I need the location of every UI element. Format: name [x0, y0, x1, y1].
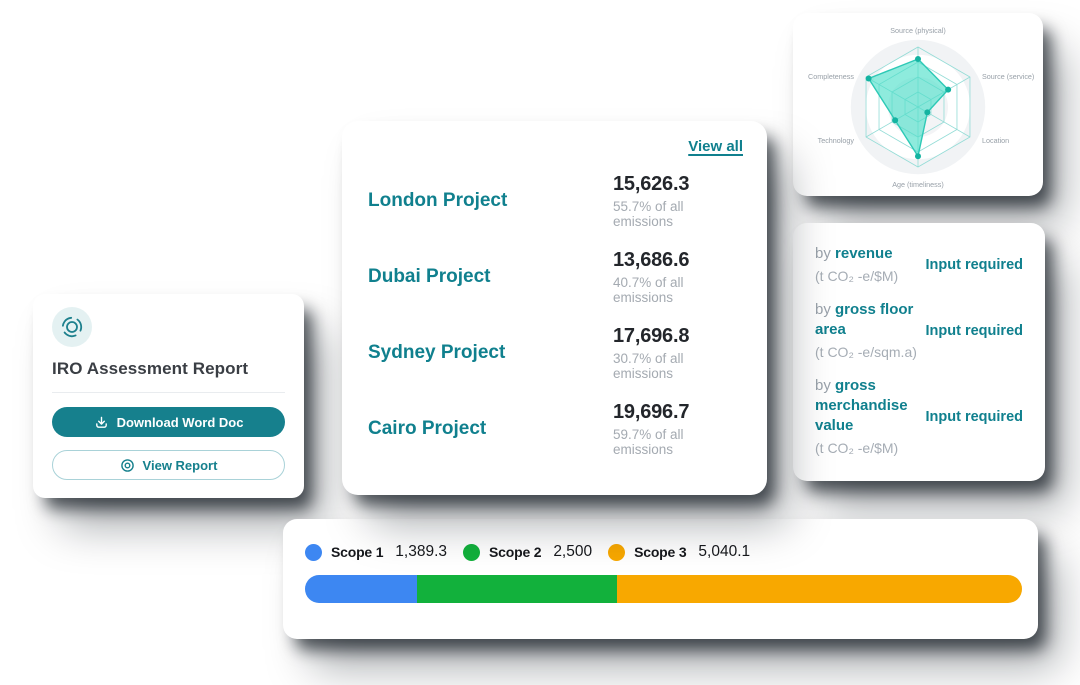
metric-name: by gross merchandise value (t CO₂ -e/$M)	[815, 376, 926, 457]
project-name-link[interactable]: Sydney Project	[368, 342, 506, 363]
iro-report-card: IRO Assessment Report Download Word Doc …	[33, 294, 304, 498]
svg-text:Location: Location	[982, 136, 1009, 145]
svg-text:Age (timeliness): Age (timeliness)	[892, 180, 944, 189]
legend-item-scope-1: Scope 1 1,389.3	[305, 543, 447, 561]
scope-1-value: 1,389.3	[395, 543, 448, 560]
metric-prefix: by	[815, 301, 831, 318]
data-quality-radar-card: Source (physical) Source (service) Locatio…	[793, 13, 1043, 196]
metric-name: by revenue (t CO₂ -e/$M)	[815, 244, 926, 285]
project-metrics: 15,626.3 55.7% of all emissions	[613, 173, 743, 229]
scope-emissions-card: Scope 1 1,389.3 Scope 2 2,500 Scope 3 5,…	[283, 519, 1038, 639]
view-button-label: View Report	[142, 457, 218, 473]
input-required-link[interactable]: Input required	[925, 408, 1023, 425]
svg-text:Source (service): Source (service)	[982, 72, 1034, 81]
scope-3-dot	[608, 543, 626, 561]
projects-list: London Project 15,626.3 55.7% of all emi…	[368, 163, 743, 467]
report-title: IRO Assessment Report	[52, 359, 249, 378]
project-name-link[interactable]: Cairo Project	[368, 418, 487, 439]
metric-unit: (t CO₂ -e/$M)	[815, 268, 899, 284]
scope-1-label: Scope 1	[331, 544, 384, 560]
input-required-link[interactable]: Input required	[925, 256, 1023, 273]
report-icon-bubble	[52, 307, 92, 347]
scope-legend: Scope 1 1,389.3 Scope 2 2,500 Scope 3 5,…	[305, 543, 1022, 561]
download-icon	[95, 416, 107, 428]
intensity-metrics-card: by revenue (t CO₂ -e/$M) Input required …	[793, 223, 1045, 481]
scan-circles-icon	[61, 316, 83, 338]
project-name-link[interactable]: Dubai Project	[368, 266, 491, 287]
svg-text:Source (physical): Source (physical)	[890, 26, 946, 35]
metric-unit: (t CO₂ -e/sqm.a)	[815, 344, 917, 360]
input-required-link[interactable]: Input required	[925, 322, 1023, 339]
project-emissions-value: 15,626.3	[613, 173, 690, 195]
svg-text:Technology: Technology	[818, 136, 855, 145]
scope-2-dot	[463, 543, 481, 561]
project-emissions-share: 30.7% of all emissions	[613, 351, 684, 381]
project-row-cairo: Cairo Project 19,696.7 59.7% of all emis…	[368, 391, 743, 467]
intensity-row-revenue: by revenue (t CO₂ -e/$M) Input required	[815, 244, 1023, 285]
legend-item-scope-3: Scope 3 5,040.1	[608, 543, 750, 561]
scope-1-bar-segment	[305, 575, 417, 603]
svg-text:Completeness: Completeness	[808, 72, 854, 81]
project-row-dubai: Dubai Project 13,686.6 40.7% of all emis…	[368, 239, 743, 315]
divider	[52, 392, 285, 393]
project-metrics: 17,696.8 30.7% of all emissions	[613, 325, 743, 381]
metric-prefix: by	[815, 245, 831, 262]
project-emissions-value: 13,686.6	[613, 249, 690, 271]
view-all-link[interactable]: View all	[688, 138, 743, 155]
view-report-button[interactable]: View Report	[52, 450, 285, 480]
project-row-london: London Project 15,626.3 55.7% of all emi…	[368, 163, 743, 239]
project-emissions-share: 40.7% of all emissions	[613, 275, 684, 305]
radar-chart: Source (physical) Source (service) Locatio…	[808, 26, 1034, 189]
project-metrics: 13,686.6 40.7% of all emissions	[613, 249, 743, 305]
project-emissions-value: 19,696.7	[613, 401, 690, 423]
metric-keyword: gross merchandise value	[815, 377, 908, 434]
scope-2-label: Scope 2	[489, 544, 542, 560]
view-icon	[120, 458, 134, 472]
project-emissions-share: 59.7% of all emissions	[613, 427, 684, 457]
download-word-doc-button[interactable]: Download Word Doc	[52, 407, 285, 437]
metric-name: by gross floor area (t CO₂ -e/sqm.a)	[815, 300, 926, 361]
scope-3-value: 5,040.1	[698, 543, 751, 560]
metric-prefix: by	[815, 377, 831, 394]
project-emissions-share: 55.7% of all emissions	[613, 199, 684, 229]
scope-3-bar-segment	[617, 575, 1022, 603]
legend-item-scope-2: Scope 2 2,500	[463, 543, 592, 561]
project-name-link[interactable]: London Project	[368, 190, 508, 211]
projects-emissions-card: View all London Project 15,626.3 55.7% o…	[342, 121, 767, 495]
download-button-label: Download Word Doc	[116, 414, 244, 430]
project-emissions-value: 17,696.8	[613, 325, 690, 347]
project-metrics: 19,696.7 59.7% of all emissions	[613, 401, 743, 457]
scope-2-value: 2,500	[553, 543, 593, 560]
scope-stacked-bar	[305, 575, 1022, 603]
intensity-row-gross-merchandise-value: by gross merchandise value (t CO₂ -e/$M)…	[815, 376, 1023, 457]
intensity-row-gross-floor-area: by gross floor area (t CO₂ -e/sqm.a) Inp…	[815, 300, 1023, 361]
projects-header: View all	[368, 138, 743, 155]
scope-3-label: Scope 3	[634, 544, 687, 560]
project-row-sydney: Sydney Project 17,696.8 30.7% of all emi…	[368, 315, 743, 391]
metric-keyword: gross floor area	[815, 301, 914, 338]
scope-2-bar-segment	[416, 575, 618, 603]
metric-keyword: revenue	[835, 245, 893, 262]
scope-1-dot	[305, 543, 322, 561]
metric-unit: (t CO₂ -e/$M)	[815, 440, 899, 456]
